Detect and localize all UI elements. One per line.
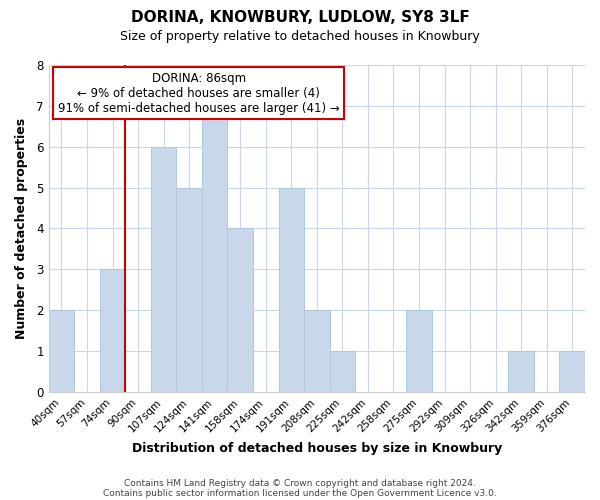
Text: DORINA: 86sqm
← 9% of detached houses are smaller (4)
91% of semi-detached house: DORINA: 86sqm ← 9% of detached houses ar… xyxy=(58,72,340,114)
Text: Size of property relative to detached houses in Knowbury: Size of property relative to detached ho… xyxy=(120,30,480,43)
Bar xyxy=(151,146,176,392)
Bar xyxy=(49,310,74,392)
Text: Contains public sector information licensed under the Open Government Licence v3: Contains public sector information licen… xyxy=(103,488,497,498)
X-axis label: Distribution of detached houses by size in Knowbury: Distribution of detached houses by size … xyxy=(132,442,502,455)
Text: DORINA, KNOWBURY, LUDLOW, SY8 3LF: DORINA, KNOWBURY, LUDLOW, SY8 3LF xyxy=(131,10,469,25)
Bar xyxy=(202,106,227,392)
Bar xyxy=(406,310,432,392)
Bar xyxy=(176,188,202,392)
Bar xyxy=(278,188,304,392)
Bar xyxy=(508,351,534,392)
Bar xyxy=(100,270,125,392)
Text: Contains HM Land Registry data © Crown copyright and database right 2024.: Contains HM Land Registry data © Crown c… xyxy=(124,478,476,488)
Bar xyxy=(559,351,585,392)
Y-axis label: Number of detached properties: Number of detached properties xyxy=(15,118,28,339)
Bar xyxy=(329,351,355,392)
Bar xyxy=(227,228,253,392)
Bar xyxy=(304,310,329,392)
